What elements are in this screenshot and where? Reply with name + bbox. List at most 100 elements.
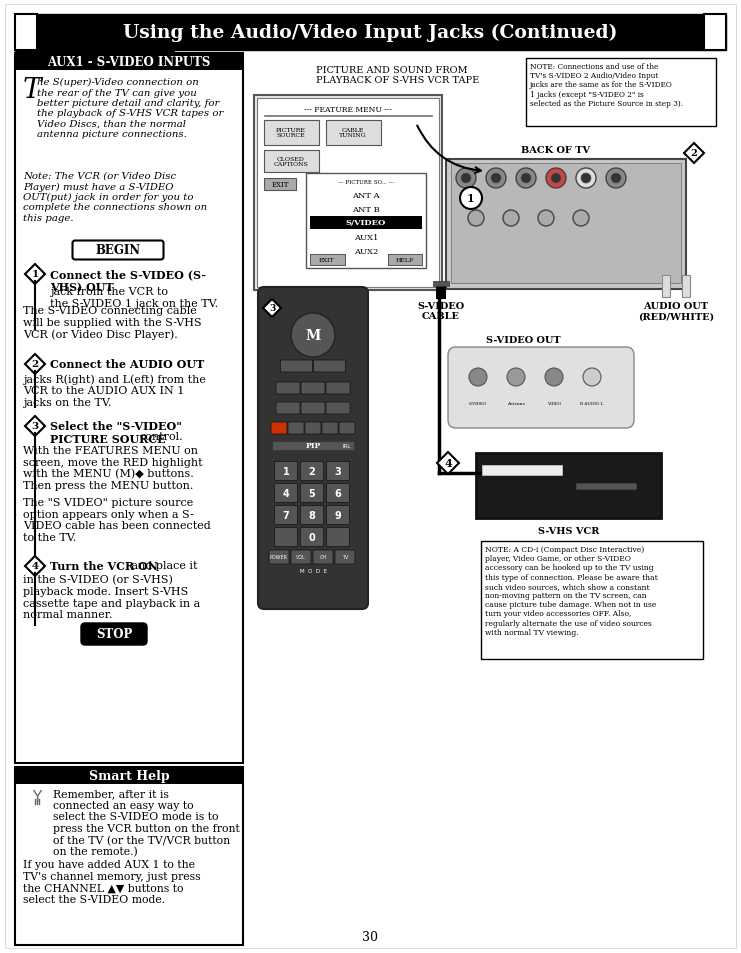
Circle shape — [456, 169, 476, 189]
FancyBboxPatch shape — [313, 360, 345, 373]
Circle shape — [538, 211, 554, 227]
Circle shape — [573, 211, 589, 227]
Bar — [451, 164, 681, 284]
Bar — [446, 160, 686, 290]
FancyBboxPatch shape — [269, 551, 289, 564]
FancyBboxPatch shape — [326, 382, 350, 395]
Bar — [662, 275, 670, 297]
Text: NOTE: A CD-i (Compact Disc Interactive)
player, Video Game, or other S-VIDEO
acc: NOTE: A CD-i (Compact Disc Interactive) … — [485, 545, 658, 637]
Text: M: M — [305, 329, 321, 343]
Text: 1: 1 — [282, 467, 290, 476]
Text: Y: Y — [33, 789, 41, 804]
Bar — [264, 151, 319, 172]
FancyBboxPatch shape — [339, 422, 355, 435]
Bar — [436, 284, 446, 299]
Text: TV: TV — [342, 555, 348, 560]
Circle shape — [486, 169, 506, 189]
Circle shape — [507, 369, 525, 387]
Text: 5: 5 — [308, 489, 316, 498]
Polygon shape — [437, 453, 459, 475]
Bar — [682, 275, 690, 297]
Text: Connect the AUDIO OUT: Connect the AUDIO OUT — [50, 358, 205, 370]
Bar — [15, 51, 175, 54]
FancyBboxPatch shape — [327, 484, 350, 503]
Text: STOP: STOP — [96, 628, 132, 640]
Circle shape — [606, 169, 626, 189]
Bar — [15, 15, 726, 51]
FancyBboxPatch shape — [322, 422, 338, 435]
Circle shape — [491, 173, 501, 184]
Text: --- FEATURE MENU ---: --- FEATURE MENU --- — [304, 106, 392, 113]
Bar — [576, 483, 636, 490]
FancyBboxPatch shape — [327, 528, 350, 547]
Text: VIDEO: VIDEO — [547, 401, 561, 406]
Text: 3: 3 — [269, 304, 275, 314]
Text: The "S VIDEO" picture source
option appears only when a S-
VIDEO cable has been : The "S VIDEO" picture source option appe… — [23, 497, 210, 542]
FancyBboxPatch shape — [313, 551, 333, 564]
Text: ANT A: ANT A — [352, 192, 380, 199]
Bar — [272, 441, 354, 451]
FancyBboxPatch shape — [327, 462, 350, 481]
Circle shape — [468, 211, 484, 227]
FancyBboxPatch shape — [276, 382, 300, 395]
Text: With the FEATURES MENU on
screen, move the RED highlight
with the MENU (M)◆ butt: With the FEATURES MENU on screen, move t… — [23, 446, 202, 491]
Bar — [15, 767, 243, 784]
FancyBboxPatch shape — [281, 360, 313, 373]
Polygon shape — [25, 557, 45, 577]
Text: AUX1: AUX1 — [353, 233, 378, 241]
FancyBboxPatch shape — [291, 551, 311, 564]
Text: AUX2: AUX2 — [354, 247, 378, 255]
FancyBboxPatch shape — [81, 623, 147, 645]
Bar — [15, 767, 243, 945]
Text: 3: 3 — [335, 467, 342, 476]
Text: 2: 2 — [31, 360, 39, 369]
Circle shape — [545, 369, 563, 387]
Text: Smart Help: Smart Help — [89, 769, 169, 782]
Bar — [482, 465, 562, 476]
FancyBboxPatch shape — [274, 506, 297, 525]
Text: BACK OF TV: BACK OF TV — [522, 146, 591, 154]
FancyBboxPatch shape — [301, 402, 325, 415]
Text: S-VIDEO OUT: S-VIDEO OUT — [486, 335, 561, 345]
Text: S-VIDEO: S-VIDEO — [469, 401, 487, 406]
Bar — [310, 216, 422, 230]
FancyBboxPatch shape — [276, 402, 300, 415]
Text: AUDIO OUT
(RED/WHITE): AUDIO OUT (RED/WHITE) — [638, 302, 714, 321]
Text: POWER: POWER — [270, 555, 288, 560]
Text: Using the Audio/Video Input Jacks (Continued): Using the Audio/Video Input Jacks (Conti… — [123, 24, 617, 42]
Circle shape — [583, 369, 601, 387]
Text: S-VHS VCR: S-VHS VCR — [538, 526, 599, 536]
Text: The S-VIDEO connecting cable
will be supplied with the S-VHS
VCR (or Video Disc : The S-VIDEO connecting cable will be sup… — [23, 306, 202, 339]
FancyBboxPatch shape — [305, 422, 321, 435]
Text: control.: control. — [140, 432, 184, 441]
Text: 30: 30 — [362, 930, 378, 943]
Text: Connect the S-VIDEO (S-
VHS) OUT: Connect the S-VIDEO (S- VHS) OUT — [50, 269, 206, 293]
Text: Antenna: Antenna — [507, 401, 525, 406]
Text: HELP: HELP — [396, 257, 414, 263]
Bar — [246, 54, 733, 733]
Bar — [526, 59, 716, 127]
Text: NOTE: Connections and use of the
TV's S-VIDEO 2 Audio/Video Input
jacks are the : NOTE: Connections and use of the TV's S-… — [530, 63, 683, 108]
Text: If you have added AUX 1 to the
TV's channel memory, just press
the CHANNEL ▲▼ bu: If you have added AUX 1 to the TV's chan… — [23, 859, 201, 903]
Text: PIP: PIP — [305, 441, 321, 450]
Circle shape — [460, 188, 482, 210]
Text: CLOSED
CAPTIONS: CLOSED CAPTIONS — [273, 156, 308, 167]
Text: T: T — [23, 77, 41, 104]
Circle shape — [469, 369, 487, 387]
Circle shape — [581, 173, 591, 184]
Polygon shape — [25, 265, 45, 285]
Text: CH: CH — [319, 555, 327, 560]
Text: VOL: VOL — [296, 555, 306, 560]
Polygon shape — [684, 144, 704, 164]
Text: CABLE
TUNING: CABLE TUNING — [339, 128, 367, 138]
Text: he S(uper)-Video connection on
the rear of the TV can give you
better picture de: he S(uper)-Video connection on the rear … — [37, 78, 223, 139]
Text: and place it: and place it — [128, 560, 198, 571]
Text: 4: 4 — [31, 562, 39, 571]
FancyBboxPatch shape — [301, 462, 324, 481]
Text: 8: 8 — [308, 511, 316, 520]
Bar — [433, 282, 449, 287]
Bar — [476, 454, 661, 518]
Text: PICTURE AND SOUND FROM
PLAYBACK OF S-VHS VCR TAPE: PICTURE AND SOUND FROM PLAYBACK OF S-VHS… — [316, 66, 479, 86]
Text: 1: 1 — [31, 271, 39, 279]
Text: 9: 9 — [335, 511, 342, 520]
